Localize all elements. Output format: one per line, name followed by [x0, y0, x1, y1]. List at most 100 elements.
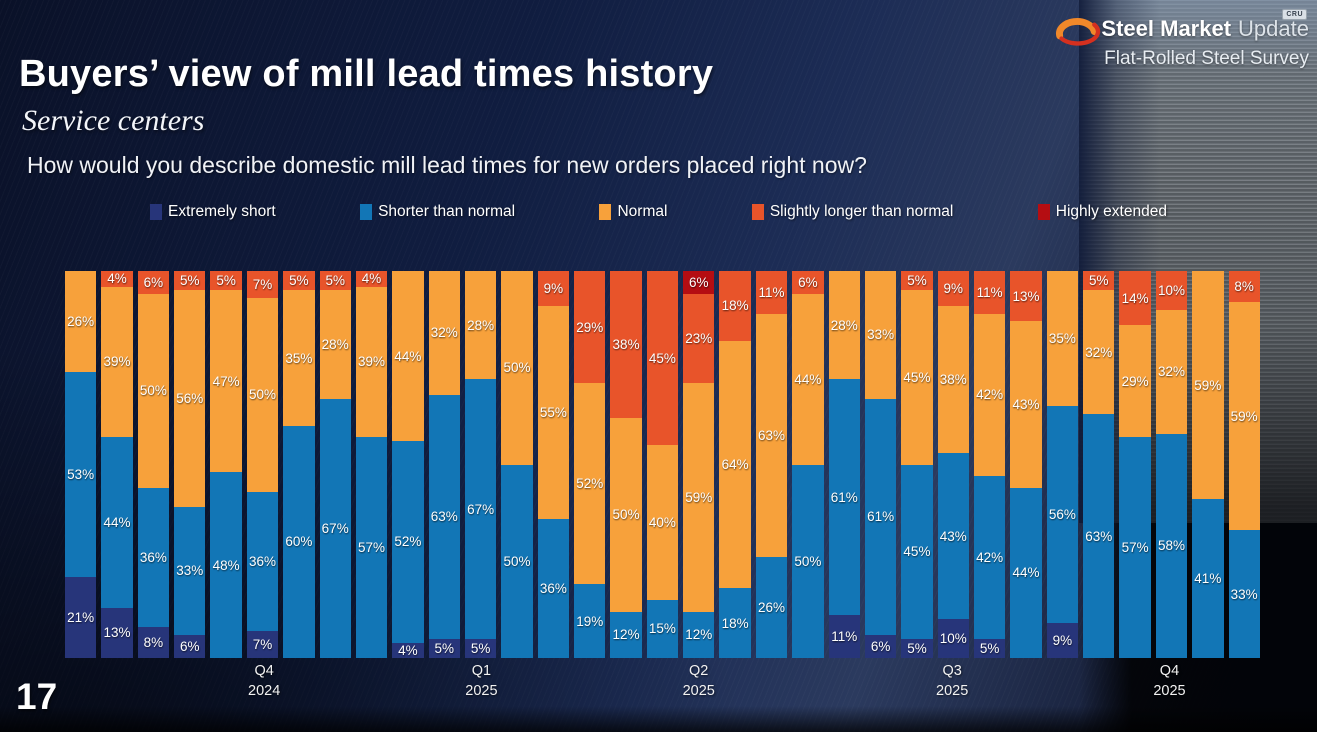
segment-value-label: 9%: [543, 280, 564, 296]
legend-swatch: [360, 204, 373, 220]
segment-value-label: 18%: [721, 298, 749, 314]
segment-value-label: 9%: [943, 280, 964, 296]
segment-value-label: 23%: [685, 331, 713, 347]
stacked-bar: 33% 59% 8%: [1228, 271, 1260, 658]
segment-value-label: 13%: [1012, 288, 1040, 304]
segment-value-label: 55%: [539, 404, 567, 420]
legend-swatch: [599, 204, 612, 220]
segment-value-label: 43%: [1012, 397, 1040, 413]
segment-value-label: 42%: [976, 549, 1004, 565]
bar-segment-shorter-than-normal: 36%: [246, 491, 279, 631]
stacked-bar: 26% 63% 11%: [755, 271, 788, 658]
bar-segment-normal: 59%: [1192, 271, 1224, 500]
segment-value-label: 50%: [612, 507, 640, 523]
stacked-bar: 67% 28% 5%: [319, 271, 351, 658]
bar-segment-slightly-longer-than-normal: 8%: [1228, 271, 1260, 302]
bar-segment-normal: 32%: [1155, 309, 1188, 434]
stacked-bar: 57% 39% 4%: [355, 271, 388, 658]
bar-segment-slightly-longer-than-normal: 4%: [101, 271, 133, 287]
bar-segment-slightly-longer-than-normal: 18%: [719, 271, 751, 341]
bar-segment-shorter-than-normal: 43%: [937, 452, 969, 620]
segment-value-label: 57%: [1121, 540, 1149, 556]
x-axis: Q4 2024 Q1 2025 Q2 2025 Q3 2025 Q4 2025: [65, 662, 1260, 702]
bar-segment-extremely-short: 5%: [464, 638, 497, 658]
bar-segment-slightly-longer-than-normal: 45%: [646, 271, 679, 446]
segment-value-label: 52%: [576, 476, 604, 492]
bar-segment-shorter-than-normal: 63%: [428, 394, 460, 639]
legend-item-extremely-short: Extremely short: [150, 203, 276, 221]
stacked-bar: 21% 53% 26%: [65, 271, 97, 658]
legend-item-highly-extended: Highly extended: [1037, 203, 1167, 221]
segment-value-label: 63%: [430, 509, 458, 525]
stacked-bar: 10% 43% 38% 9%: [937, 271, 969, 658]
bar-segment-normal: 50%: [246, 298, 279, 492]
segment-value-label: 35%: [1048, 331, 1076, 347]
segment-value-label: 26%: [67, 313, 95, 329]
stacked-bar: 5% 42% 42% 11%: [973, 271, 1006, 658]
chart-legend: Extremely short Shorter than normal Normal…: [150, 203, 1167, 221]
segment-value-label: 48%: [212, 557, 240, 573]
segment-value-label: 6%: [689, 275, 709, 291]
segment-value-label: 19%: [576, 613, 604, 629]
x-axis-label: Q4 2024: [248, 663, 281, 699]
legend-label: Highly extended: [1055, 203, 1167, 220]
x-axis-label: Q1 2025: [465, 663, 498, 699]
bar-segment-extremely-short: 10%: [937, 619, 969, 658]
segment-value-label: 21%: [67, 609, 95, 625]
segment-value-label: 41%: [1194, 571, 1222, 587]
segment-value-label: 5%: [979, 640, 1000, 656]
segment-value-label: 38%: [612, 337, 640, 353]
bar-segment-slightly-longer-than-normal: 11%: [755, 271, 788, 314]
bar-segment-slightly-longer-than-normal: 5%: [901, 271, 933, 291]
bar-segment-normal: 59%: [1228, 301, 1260, 531]
bar-segment-extremely-short: 9%: [1046, 623, 1079, 658]
page-title: Buyers’ view of mill lead times history: [19, 53, 714, 95]
stacked-bar: 57% 29% 14%: [1119, 271, 1151, 658]
bar-segment-shorter-than-normal: 36%: [537, 518, 570, 658]
stacked-bar: 41% 59%: [1192, 271, 1224, 658]
bar-segment-normal: 35%: [1046, 271, 1079, 407]
segment-value-label: 5%: [289, 273, 309, 289]
stacked-bar: 15% 40% 45%: [646, 271, 679, 658]
segment-value-label: 14%: [1121, 290, 1149, 306]
bar-segment-normal: 40%: [646, 445, 679, 600]
segment-value-label: 59%: [685, 489, 713, 505]
bar-segment-normal: 28%: [319, 290, 351, 399]
segment-value-label: 5%: [470, 640, 491, 656]
bar-segment-normal: 42%: [973, 313, 1006, 477]
segment-value-label: 5%: [216, 273, 236, 289]
segment-value-label: 5%: [907, 273, 927, 289]
stacked-bar: 7% 36% 50% 7%: [246, 271, 279, 658]
logo-brand-bold: Steel Market: [1101, 16, 1232, 42]
legend-swatch: [751, 204, 764, 220]
bar-segment-extremely-short: 5%: [901, 638, 933, 658]
segment-value-label: 56%: [176, 391, 204, 407]
bar-segment-slightly-longer-than-normal: 5%: [174, 271, 206, 291]
segment-value-label: 11%: [831, 629, 858, 645]
segment-value-label: 38%: [939, 371, 967, 387]
stacked-bar: 44% 43% 13%: [1010, 271, 1042, 658]
bar-segment-shorter-than-normal: 53%: [65, 371, 97, 577]
legend-item-shorter-than-normal: Shorter than normal: [360, 203, 515, 221]
legend-item-slightly-longer-than-normal: Slightly longer than normal: [751, 203, 953, 221]
bar-segment-slightly-longer-than-normal: 7%: [246, 271, 279, 299]
segment-value-label: 15%: [648, 621, 676, 637]
segment-value-label: 32%: [1157, 364, 1185, 380]
segment-value-label: 53%: [67, 466, 95, 482]
bar-segment-shorter-than-normal: 44%: [1010, 487, 1042, 658]
bar-segment-slightly-longer-than-normal: 14%: [1119, 271, 1151, 326]
page-number: 17: [16, 676, 58, 717]
bottom-edge-shade: [0, 706, 1317, 732]
bar-segment-extremely-short: 5%: [428, 638, 460, 658]
x-axis-label: Q2 2025: [682, 663, 715, 699]
bar-segment-slightly-longer-than-normal: 38%: [610, 271, 642, 419]
segment-value-label: 4%: [398, 642, 418, 658]
segment-value-label: 28%: [830, 317, 858, 333]
segment-value-label: 42%: [976, 387, 1004, 403]
segment-value-label: 6%: [870, 638, 891, 654]
bar-segment-shorter-than-normal: 57%: [1119, 437, 1151, 658]
bar-segment-shorter-than-normal: 61%: [828, 379, 860, 616]
bar-segment-shorter-than-normal: 36%: [137, 487, 170, 628]
segment-value-label: 8%: [143, 635, 164, 651]
stacked-bar: 13% 44% 39% 4%: [101, 271, 133, 658]
